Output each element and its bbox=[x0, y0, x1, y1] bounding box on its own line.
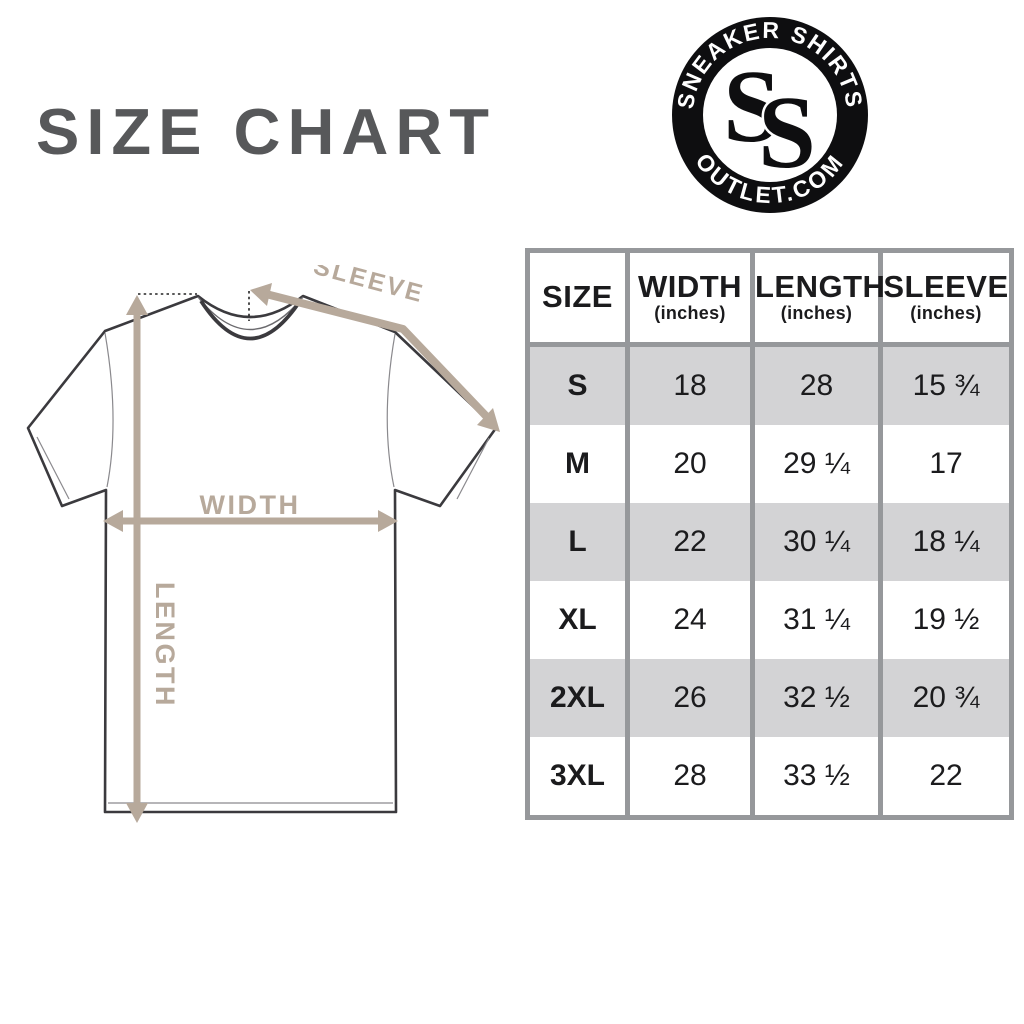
header-size-label: SIZE bbox=[542, 279, 613, 315]
header-sleeve: SLEEVE (inches) bbox=[878, 250, 1012, 347]
header-sleeve-label: SLEEVE bbox=[883, 269, 1009, 305]
header-width-sub: (inches) bbox=[654, 302, 726, 323]
cell-width: 20 bbox=[625, 425, 753, 503]
sleeve-arrow-icon bbox=[250, 283, 500, 432]
table-row-m: M 20 29 ¼ 17 bbox=[528, 425, 1012, 503]
sleeve-label: SLEEVE bbox=[311, 265, 428, 309]
ss-monogram-icon: S S bbox=[723, 49, 818, 193]
header-size: SIZE bbox=[527, 250, 628, 347]
header-sleeve-sub: (inches) bbox=[910, 302, 982, 323]
cell-sleeve: 20 ¾ bbox=[878, 659, 1012, 737]
length-arrow-icon bbox=[126, 295, 148, 823]
cell-length: 33 ½ bbox=[750, 737, 881, 818]
cell-sleeve: 17 bbox=[878, 425, 1012, 503]
header-width: WIDTH (inches) bbox=[625, 250, 753, 347]
table-row-3xl: 3XL 28 33 ½ 22 bbox=[528, 737, 1012, 818]
cell-size: M bbox=[565, 447, 590, 480]
cell-length: 30 ¼ bbox=[750, 503, 881, 581]
length-label: LENGTH bbox=[150, 582, 180, 708]
cell-size: S bbox=[567, 369, 588, 402]
header-width-label: WIDTH bbox=[637, 269, 743, 305]
cell-length: 31 ¼ bbox=[750, 581, 881, 659]
logo-inner-circle bbox=[703, 48, 837, 182]
table-row-2xl: 2XL 26 32 ½ 20 ¾ bbox=[527, 659, 1012, 737]
tshirt-outline-icon bbox=[26, 294, 498, 814]
table-row-s: S 18 28 15 ¾ bbox=[527, 344, 1012, 425]
cell-width: 24 bbox=[625, 581, 753, 659]
measurement-arrows bbox=[103, 283, 500, 823]
table-row-xl: XL 24 31 ¼ 19 ½ bbox=[528, 581, 1012, 659]
cell-sleeve: 15 ¾ bbox=[878, 344, 1012, 425]
cell-sleeve: 18 ¼ bbox=[878, 503, 1012, 581]
tshirt-diagram: WIDTH LENGTH SLEEVE bbox=[26, 265, 500, 823]
cell-length: 28 bbox=[750, 344, 881, 425]
size-table: SIZE WIDTH (inches) LENGTH (inches) SLEE… bbox=[525, 248, 1014, 820]
cell-length: 32 ½ bbox=[750, 659, 881, 737]
brand-logo: S S SNEAKER SHIRTS OUTLET.COM bbox=[672, 17, 868, 213]
cell-width: 26 bbox=[625, 659, 753, 737]
table-row-l: L 22 30 ¼ 18 ¼ bbox=[527, 503, 1012, 581]
width-arrow-icon bbox=[103, 510, 398, 532]
cell-size: XL bbox=[558, 603, 597, 636]
cell-width: 18 bbox=[625, 344, 753, 425]
header-length-sub: (inches) bbox=[780, 302, 853, 323]
monogram-s1: S bbox=[723, 49, 781, 164]
size-table-header-row: SIZE WIDTH (inches) LENGTH (inches) SLEE… bbox=[527, 250, 1012, 347]
cell-length: 29 ¼ bbox=[750, 425, 881, 503]
cell-sleeve: 19 ½ bbox=[878, 581, 1012, 659]
cell-size: 3XL bbox=[549, 759, 606, 792]
cell-sleeve: 22 bbox=[878, 737, 1012, 818]
guide-dotted-lines bbox=[138, 291, 250, 321]
cell-size: L bbox=[568, 525, 587, 558]
monogram-s2: S bbox=[758, 75, 816, 190]
width-label: WIDTH bbox=[200, 490, 301, 520]
header-length: LENGTH (inches) bbox=[750, 250, 886, 347]
cell-size: 2XL bbox=[549, 681, 606, 714]
header-length-label: LENGTH bbox=[755, 269, 886, 305]
cell-width: 22 bbox=[625, 503, 753, 581]
page-title: SIZE CHART bbox=[36, 95, 496, 168]
cell-width: 28 bbox=[625, 737, 753, 818]
